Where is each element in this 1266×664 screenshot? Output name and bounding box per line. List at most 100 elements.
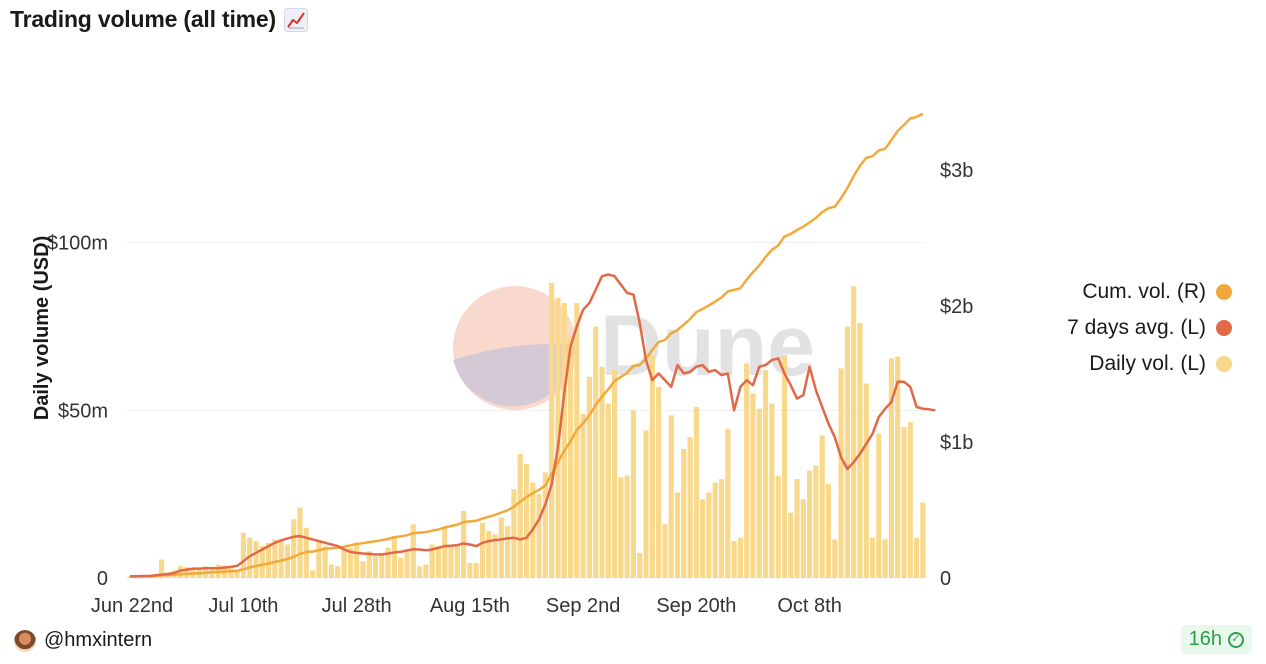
daily-volume-bar [649,355,655,578]
x-tick-label: Sep 20th [656,595,736,617]
daily-volume-bar [674,492,681,578]
daily-volume-bar [895,356,901,578]
daily-volume-bar [284,544,291,578]
daily-volume-bar [523,463,530,578]
daily-volume-bar [832,539,838,578]
daily-volume-bar [876,433,882,578]
legend-swatch-avg [1216,320,1232,336]
daily-volume-bar [347,547,353,578]
daily-volume-bar [435,546,442,578]
daily-volume-bar [498,517,504,578]
watermark-text: Dune [600,298,815,394]
x-tick-label: Jul 10th [208,595,278,617]
daily-volume-bar [454,544,460,578]
daily-volume-bar [177,566,184,578]
legend-item-daily[interactable]: Daily vol. (L) [1089,352,1232,376]
y2-tick-label: $1b [940,432,973,454]
daily-volume-bar [398,557,404,578]
daily-volume-bar [851,286,857,578]
author-name: @hmxintern [44,629,153,651]
daily-volume-bar [322,546,328,578]
daily-volume-bar [549,282,555,578]
daily-volume-bar [888,358,894,578]
y2-tick-label: $2b [940,296,973,318]
daily-volume-bar [586,376,592,578]
daily-volume-bar [731,541,737,578]
daily-volume-bar [800,499,806,578]
y-tick-label: $50m [58,400,108,422]
daily-volume-bar [637,552,643,578]
legend-item-avg[interactable]: 7 days avg. (L) [1067,316,1232,340]
daily-volume-bar [467,562,473,578]
daily-volume-bar [781,355,788,578]
check-circle-icon: ✓ [1228,631,1244,648]
daily-volume-bar [272,539,278,578]
daily-volume-bar [593,326,599,578]
chart-header: Trading volume (all time) [10,6,308,33]
daily-volume-bar [184,567,190,578]
daily-volume-bar [580,413,586,578]
daily-volume-bar [605,403,611,578]
daily-volume-bar [536,494,542,578]
daily-volume-bar [712,482,718,578]
daily-volume-bar [310,570,316,578]
daily-volume-bar [542,472,548,578]
freshness-badge[interactable]: 16h ✓ [1180,625,1252,654]
y-tick-label: $100m [47,233,108,255]
author-footer[interactable]: @hmxintern [14,629,152,652]
daily-volume-bar [341,546,347,578]
daily-volume-bar [737,537,743,578]
daily-volume-bar [813,465,819,578]
legend-swatch-daily [1216,356,1232,372]
daily-volume-bar [630,410,637,578]
daily-volume-bar [901,427,907,578]
daily-volume-bar [416,566,423,578]
daily-volume-bar [863,383,869,578]
x-tick-label: Aug 15th [430,595,510,617]
daily-volume-bar [618,477,624,578]
daily-volume-bar [744,363,750,578]
daily-volume-bar [265,542,272,578]
daily-volume-bar [857,323,863,578]
daily-volume-bar [316,541,322,578]
daily-volume-bar [656,386,662,578]
daily-volume-bar [159,559,165,578]
daily-volume-bar [473,562,479,578]
daily-volume-bar [240,532,246,578]
daily-volume-bar [372,556,379,578]
daily-volume-bar [756,408,762,578]
freshness-label: 16h [1188,628,1222,650]
daily-volume-bar [366,551,372,578]
daily-volume-bar [700,499,706,578]
y2-tick-label: 0 [940,568,951,590]
daily-volume-bar [624,475,630,578]
daily-volume-bar [259,546,265,578]
daily-volume-bar [354,542,360,578]
daily-volume-bar [687,437,693,578]
daily-volume-bar [693,406,699,578]
daily-volume-bar [448,546,454,578]
daily-volume-bar [404,549,410,578]
daily-volume-bar [479,522,486,578]
daily-volume-bar [794,479,800,578]
legend-item-cum[interactable]: Cum. vol. (R) [1082,280,1232,304]
daily-volume-bar [681,448,687,578]
daily-volume-bar [913,537,920,578]
daily-volume-bar [869,537,876,578]
daily-volume-bar [297,507,303,578]
daily-volume-bar [662,524,668,578]
daily-volume-bar [410,524,416,578]
daily-volume-bar [253,541,259,578]
daily-volume-bar [725,428,731,578]
daily-volume-bar [920,502,926,578]
daily-volume-bar [379,552,385,578]
legend-swatch-cum [1216,284,1232,300]
daily-volume-bar [291,519,297,578]
daily-volume-bar [769,403,775,578]
y-tick-label: 0 [97,568,108,590]
daily-volume-bar [807,470,813,578]
daily-volume-bar [511,489,517,578]
x-tick-label: Jun 22nd [91,595,173,617]
daily-volume-bar [706,492,712,578]
daily-volume-bar [819,435,825,578]
